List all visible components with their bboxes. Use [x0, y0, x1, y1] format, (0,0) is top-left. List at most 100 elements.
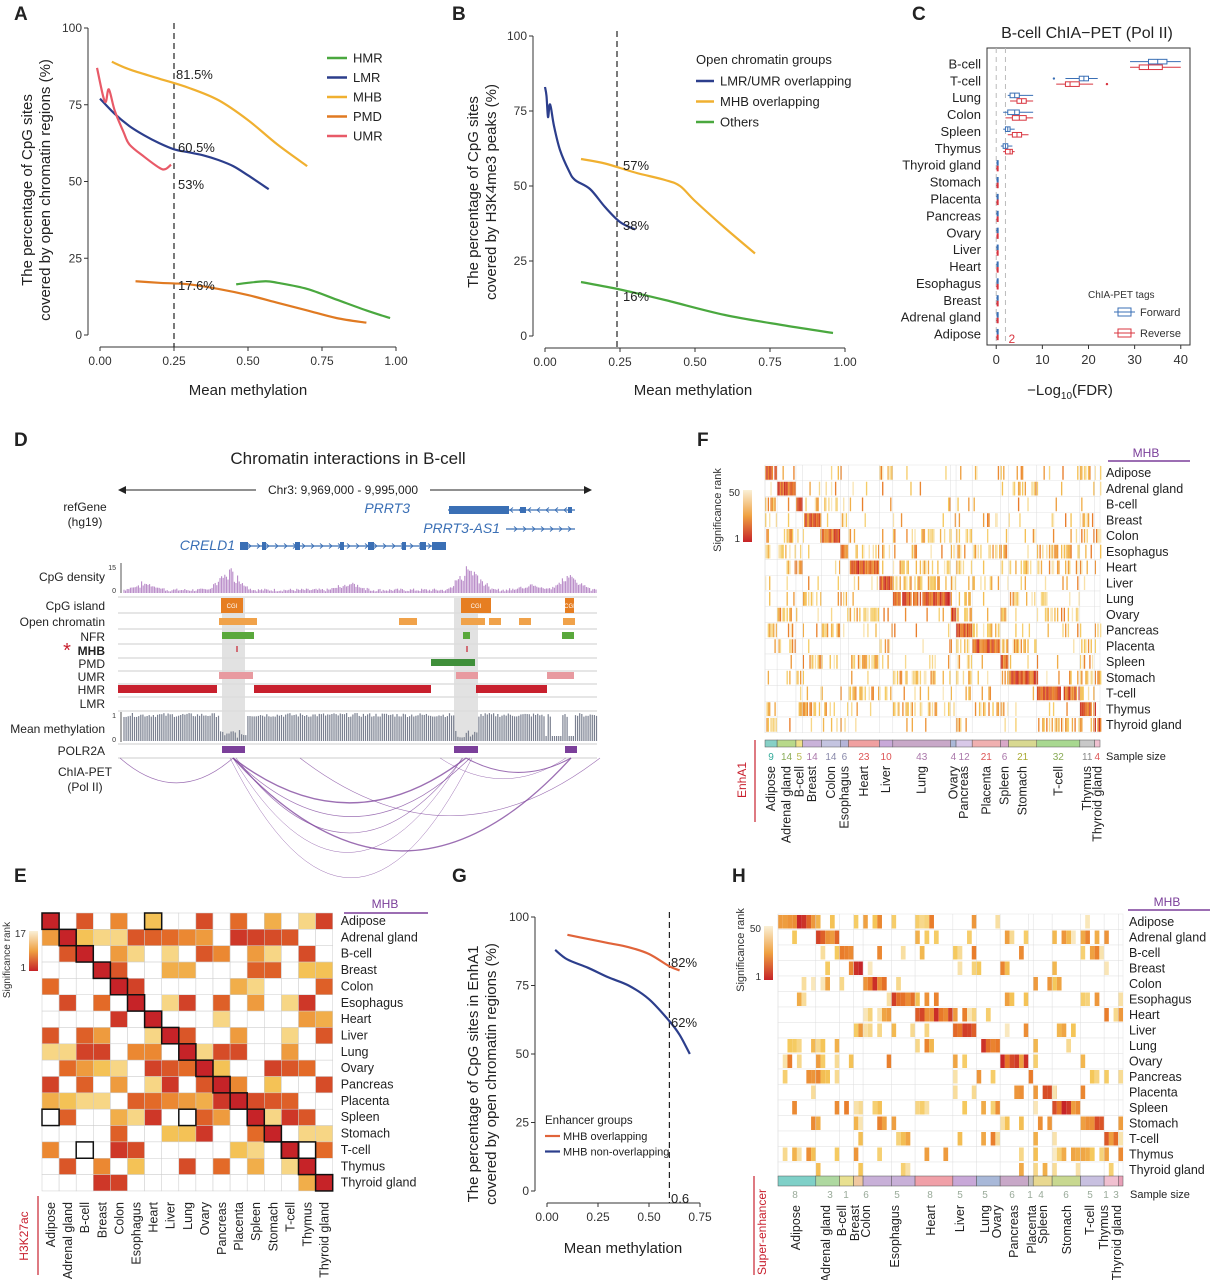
heatmap-stripe — [968, 655, 970, 669]
x-tick-label: 1.00 — [384, 354, 408, 368]
heatmap-stripe — [1007, 576, 1009, 590]
heatmap-stripe — [927, 576, 930, 590]
heatmap-stripe — [997, 639, 1000, 653]
heatmap-stripe — [1048, 718, 1051, 732]
heatmap-stripe — [1047, 1085, 1053, 1099]
heatmap-stripe — [882, 560, 884, 575]
heatmap-stripe — [952, 1070, 958, 1084]
heatmap-stripe — [1019, 513, 1021, 527]
umr-block — [456, 672, 478, 679]
heatmap-stripe — [957, 670, 959, 685]
sample-size-value: 32 — [1053, 752, 1065, 763]
heatmap-stripe — [1023, 992, 1029, 1006]
heatmap-row-label: Heart — [1106, 561, 1137, 575]
heatmap-stripe — [830, 607, 833, 622]
open-chromatin-block — [461, 618, 485, 625]
highlight-cell — [160, 1026, 180, 1045]
heatmap-stripe — [863, 655, 865, 669]
heatmap-stripe — [919, 576, 922, 590]
heatmap-stripe — [1052, 560, 1055, 575]
heatmap-cell — [161, 1010, 180, 1028]
heatmap-stripe — [960, 639, 962, 653]
heatmap-stripe — [973, 623, 975, 638]
heatmap-stripe — [969, 529, 971, 543]
heatmap-cell — [246, 912, 265, 930]
heatmap-stripe — [896, 1132, 901, 1146]
category-label: Thymus — [935, 141, 982, 156]
heatmap-stripe — [797, 497, 799, 512]
heatmap-stripe — [863, 915, 868, 929]
heatmap-stripe — [857, 576, 860, 590]
heatmap-stripe — [985, 639, 987, 653]
heatmap-stripe — [1118, 992, 1123, 1006]
panel-a-annotations: 81.5% 60.5% 53% 17.6% — [176, 67, 215, 293]
heatmap-stripe — [1056, 686, 1059, 701]
heatmap-stripe — [988, 639, 990, 653]
heatmap-row-label: Lung — [1106, 592, 1134, 606]
sample-size-value: 5 — [957, 1190, 963, 1201]
heatmap-stripe — [984, 576, 986, 590]
heatmap-col-label: Liver — [164, 1202, 178, 1229]
heatmap-stripe — [986, 670, 989, 685]
category-label: Heart — [949, 259, 981, 274]
x-tick-label: 0.50 — [236, 354, 260, 368]
heatmap-cell — [212, 1092, 231, 1110]
sample-size-value: 5 — [982, 1190, 988, 1201]
highlight-cell — [178, 1043, 197, 1061]
heatmap-stripe — [966, 623, 969, 638]
heatmap-stripe — [851, 655, 853, 669]
heatmap-cell — [264, 1174, 282, 1192]
heatmap-stripe — [919, 1101, 925, 1115]
heatmap-stripe — [1005, 544, 1008, 559]
heatmap-stripe — [892, 529, 895, 543]
heatmap-stripe — [858, 1132, 864, 1146]
heatmap-stripe — [1078, 686, 1080, 701]
heatmap-stripe — [982, 623, 985, 638]
heatmap-stripe — [873, 607, 876, 622]
heatmap-row-label: Colon — [1106, 529, 1139, 543]
y-tick-label: 50 — [514, 179, 528, 193]
heatmap-cell — [144, 994, 162, 1012]
highlight-cell — [41, 912, 60, 931]
y-tick-label: 75 — [516, 979, 530, 993]
heatmap-stripe — [882, 576, 884, 590]
heatmap-stripe — [825, 497, 827, 512]
heatmap-stripe — [863, 560, 865, 575]
heatmap-stripe — [795, 497, 798, 512]
strand-arrow — [346, 543, 351, 549]
heatmap-col-label: Adrenal gland — [780, 766, 794, 843]
heatmap-cell — [161, 1076, 180, 1094]
heatmap-stripe — [834, 1070, 840, 1084]
heatmap-stripe — [840, 686, 842, 701]
heatmap-stripe — [910, 1023, 916, 1037]
heatmap-stripe — [892, 560, 895, 575]
heatmap-stripe — [829, 915, 835, 929]
heatmap-stripe — [767, 702, 770, 716]
heatmap-stripe — [804, 513, 806, 527]
heatmap-stripe — [991, 623, 993, 638]
colorbar — [743, 490, 752, 542]
heatmap-stripe — [787, 915, 793, 929]
sample-group-bar — [815, 1175, 840, 1187]
heatmap-cell — [178, 1043, 197, 1061]
heatmap-stripe — [950, 576, 953, 590]
heatmap-stripe — [834, 529, 837, 543]
heatmap-stripe — [906, 529, 908, 543]
heatmap-stripe — [1038, 718, 1040, 732]
heatmap-stripe — [840, 592, 842, 606]
heatmap-stripe — [844, 946, 849, 960]
heatmap-stripe — [767, 544, 770, 559]
heatmap-cell — [41, 1076, 60, 1094]
heatmap-stripe — [1054, 718, 1056, 732]
heatmap-stripe — [904, 670, 907, 685]
heatmap-stripe — [1038, 686, 1040, 701]
heatmap-stripe — [888, 544, 891, 559]
heatmap-stripe — [1032, 686, 1035, 701]
heatmap-cell — [58, 1043, 77, 1061]
heatmap-stripe — [877, 1116, 882, 1130]
category-label: Pancreas — [926, 208, 981, 223]
heatmap-stripe — [878, 655, 880, 669]
heatmap-stripe — [872, 1101, 878, 1115]
panel-label-h: H — [732, 866, 746, 887]
